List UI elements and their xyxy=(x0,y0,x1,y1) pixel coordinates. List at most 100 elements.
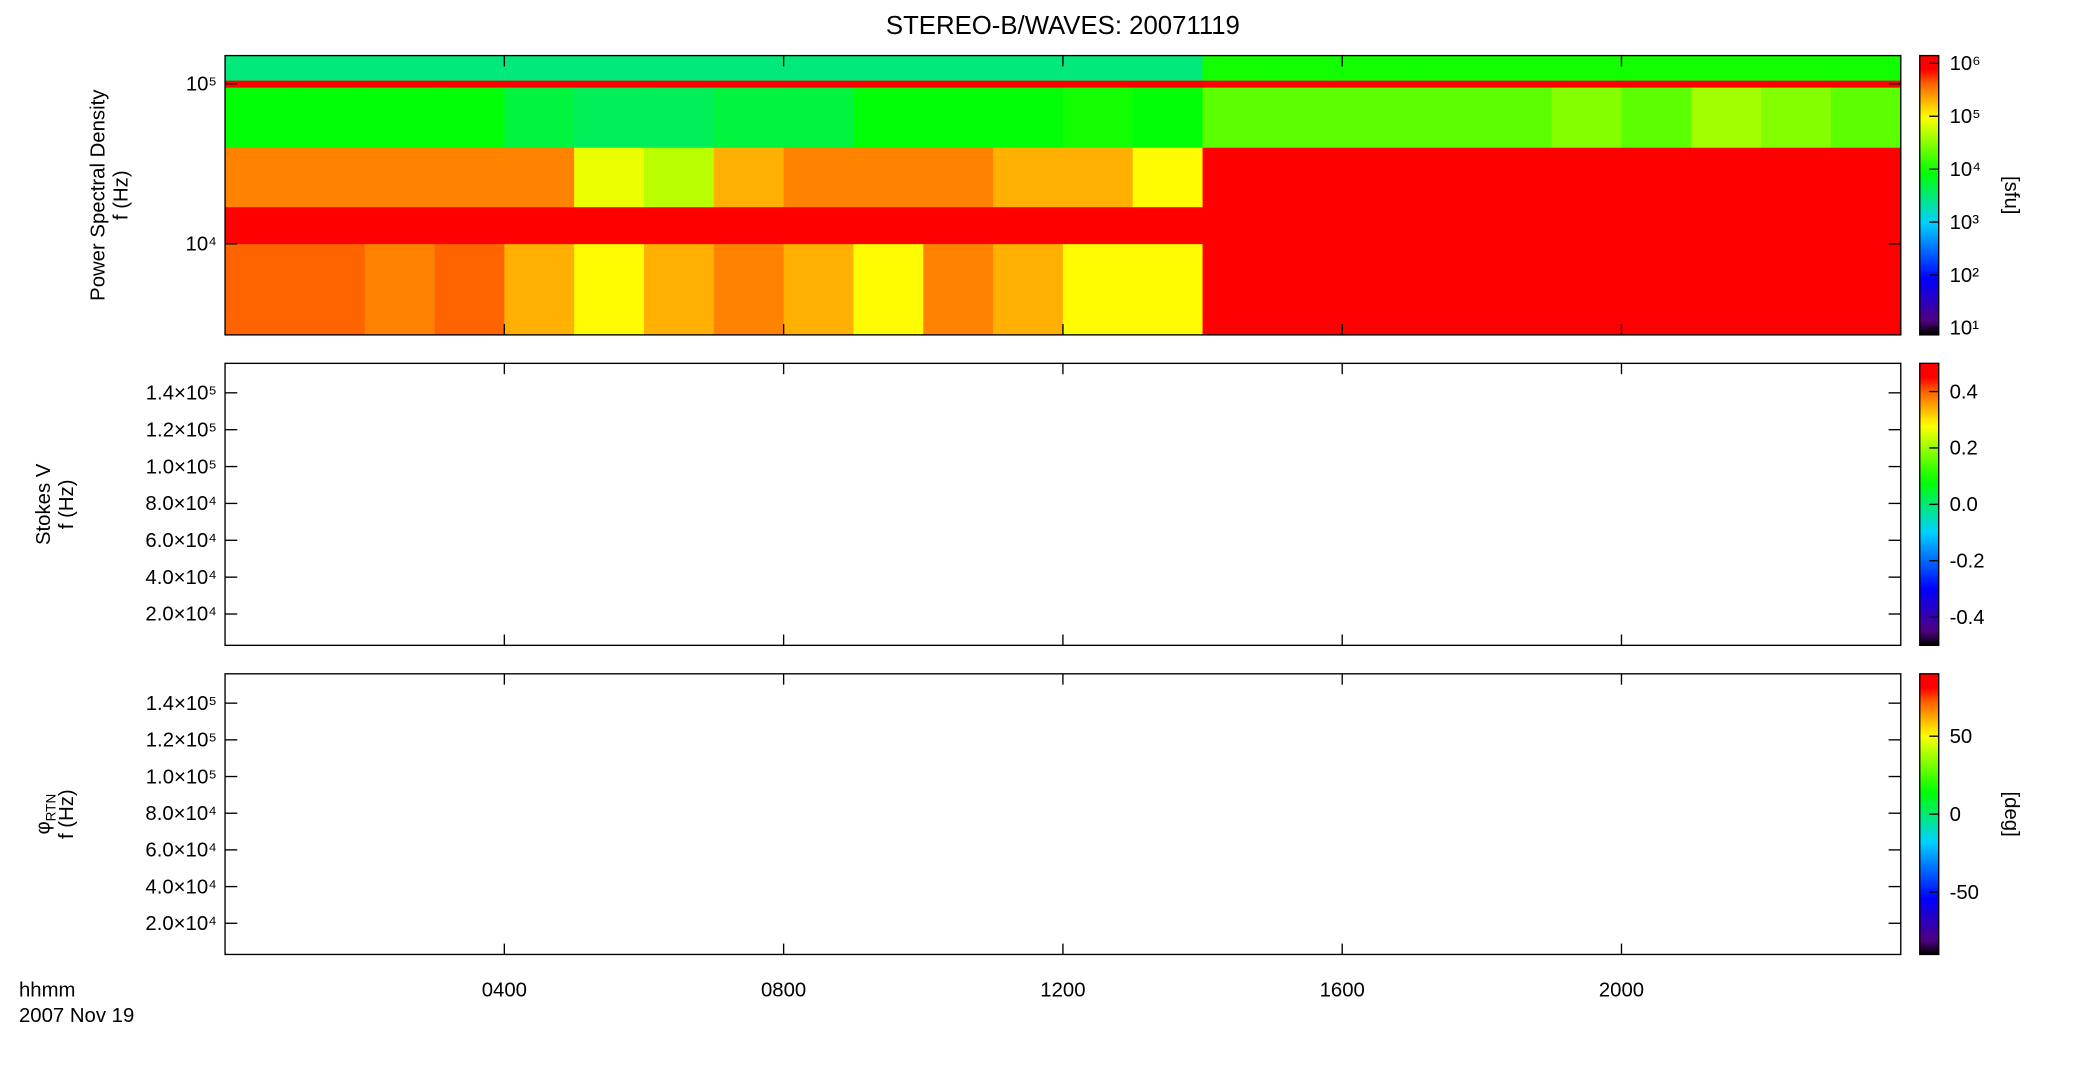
colorbar-tick-label: -0.4 xyxy=(1950,607,1985,629)
y-tick-label: 8.0×10⁴ xyxy=(145,803,216,825)
heatmap-cell xyxy=(1621,243,1692,336)
heatmap-cell xyxy=(993,55,1064,81)
heatmap-cell xyxy=(783,87,854,148)
heatmap-cell xyxy=(434,206,505,245)
heatmap-cell xyxy=(853,147,924,208)
heatmap-cell xyxy=(1132,243,1204,336)
heatmap-cell xyxy=(923,243,994,336)
heatmap-cell xyxy=(993,80,1064,88)
heatmap-cell xyxy=(1830,147,1902,208)
colorbar-tick-label: 0 xyxy=(1950,804,1961,826)
heatmap-cell xyxy=(1202,243,1273,336)
heatmap-cell xyxy=(713,243,785,336)
heatmap-cell xyxy=(1761,55,1832,81)
colorbar-label: [sfu] xyxy=(2000,176,2022,214)
heatmap-cell xyxy=(434,80,505,88)
colorbar-tick-label: 10³ xyxy=(1950,212,1980,234)
heatmap-cell xyxy=(504,243,575,336)
heatmap-cell xyxy=(1830,243,1902,336)
heatmap-cell xyxy=(1691,206,1762,245)
heatmap-cell xyxy=(364,147,436,208)
heatmap-cell xyxy=(923,206,994,245)
heatmap-cell xyxy=(783,147,854,208)
y-tick-label: 2.0×10⁴ xyxy=(145,913,216,935)
y-tick-label: 1.2×10⁵ xyxy=(146,730,217,752)
heatmap-cell xyxy=(504,80,575,88)
y-axis-label: Power Spectral Density xyxy=(87,89,109,301)
chart-title: STEREO-B/WAVES: 20071119 xyxy=(886,12,1240,40)
heatmap-cell xyxy=(1202,147,1273,208)
heatmap-cell xyxy=(1342,80,1413,88)
heatmap-cell xyxy=(1621,80,1692,88)
heatmap-cell xyxy=(1761,147,1832,208)
heatmap-cell xyxy=(923,80,994,88)
colorbar-tick-label: 10⁶ xyxy=(1950,53,1981,75)
y-axis-label: f (Hz) xyxy=(56,789,78,839)
heatmap-cell xyxy=(504,55,575,81)
x-axis-label: hhmm xyxy=(19,979,75,1001)
y-tick-label: 6.0×10⁴ xyxy=(145,530,216,552)
y-tick-label: 4.0×10⁴ xyxy=(145,876,216,898)
heatmap-cell xyxy=(1132,80,1204,88)
heatmap-cell xyxy=(853,55,924,81)
heatmap-cell xyxy=(225,87,296,148)
heatmap-cell xyxy=(1342,243,1413,336)
heatmap-cell xyxy=(1132,87,1204,148)
heatmap-cell xyxy=(434,147,505,208)
heatmap-cell xyxy=(1691,87,1762,148)
heatmap-cell xyxy=(783,80,854,88)
heatmap-cell xyxy=(294,206,366,245)
heatmap-cell xyxy=(1551,55,1623,81)
y-tick-label: 8.0×10⁴ xyxy=(145,493,216,515)
heatmap-cell xyxy=(504,206,575,245)
x-tick-label: 2000 xyxy=(1599,979,1644,1001)
x-tick-label: 1200 xyxy=(1040,979,1085,1001)
heatmap-cell xyxy=(1062,80,1134,88)
heatmap-cell xyxy=(364,80,436,88)
y-tick-label: 4.0×10⁴ xyxy=(145,567,216,589)
heatmap-cell xyxy=(1830,87,1902,148)
colorbar-tick-label: 10² xyxy=(1950,265,1980,287)
colorbar-tick-label: 0.0 xyxy=(1950,494,1978,516)
heatmap-cell xyxy=(853,206,924,245)
heatmap-cell xyxy=(1830,206,1902,245)
y-tick-label: 10⁵ xyxy=(186,74,217,96)
heatmap-cell xyxy=(1691,55,1762,81)
heatmap-cell xyxy=(1481,147,1553,208)
heatmap-cell xyxy=(993,206,1064,245)
heatmap-cell xyxy=(783,55,854,81)
heatmap-cell xyxy=(1132,206,1204,245)
heatmap-cell xyxy=(1551,80,1623,88)
heatmap-cell xyxy=(225,147,296,208)
heatmap-cell xyxy=(1412,55,1483,81)
y-tick-label: 2.0×10⁴ xyxy=(145,604,216,626)
heatmap-cell xyxy=(1202,206,1273,245)
colorbar-tick-label: 0.2 xyxy=(1950,438,1978,460)
heatmap-cell xyxy=(1202,87,1273,148)
heatmap-cell xyxy=(434,87,505,148)
heatmap-cell xyxy=(1062,147,1134,208)
y-axis-label: f (Hz) xyxy=(56,479,78,529)
heatmap-cell xyxy=(1412,147,1483,208)
colorbar-tick-label: 0.4 xyxy=(1950,381,1978,403)
heatmap-cell xyxy=(1691,243,1762,336)
heatmap-cell xyxy=(1621,87,1692,148)
heatmap-cell xyxy=(574,243,645,336)
heatmap-cell xyxy=(643,55,715,81)
colorbar xyxy=(1919,54,1940,336)
heatmap-cell xyxy=(1132,55,1204,81)
heatmap-cell xyxy=(713,87,785,148)
heatmap-cell xyxy=(294,243,366,336)
heatmap-cell xyxy=(993,147,1064,208)
heatmap-cell xyxy=(225,206,296,245)
colorbar-label: [deg] xyxy=(2000,792,2022,837)
y-tick-label: 1.2×10⁵ xyxy=(146,419,217,441)
heatmap-cell xyxy=(1412,87,1483,148)
heatmap-cell xyxy=(1272,243,1343,336)
colorbar-tick-label: 10⁴ xyxy=(1950,159,1981,181)
y-axis-label-sub: RTN xyxy=(44,794,59,822)
heatmap-cell xyxy=(574,55,645,81)
y-tick-label: 1.4×10⁵ xyxy=(146,693,217,715)
heatmap-cell xyxy=(643,87,715,148)
